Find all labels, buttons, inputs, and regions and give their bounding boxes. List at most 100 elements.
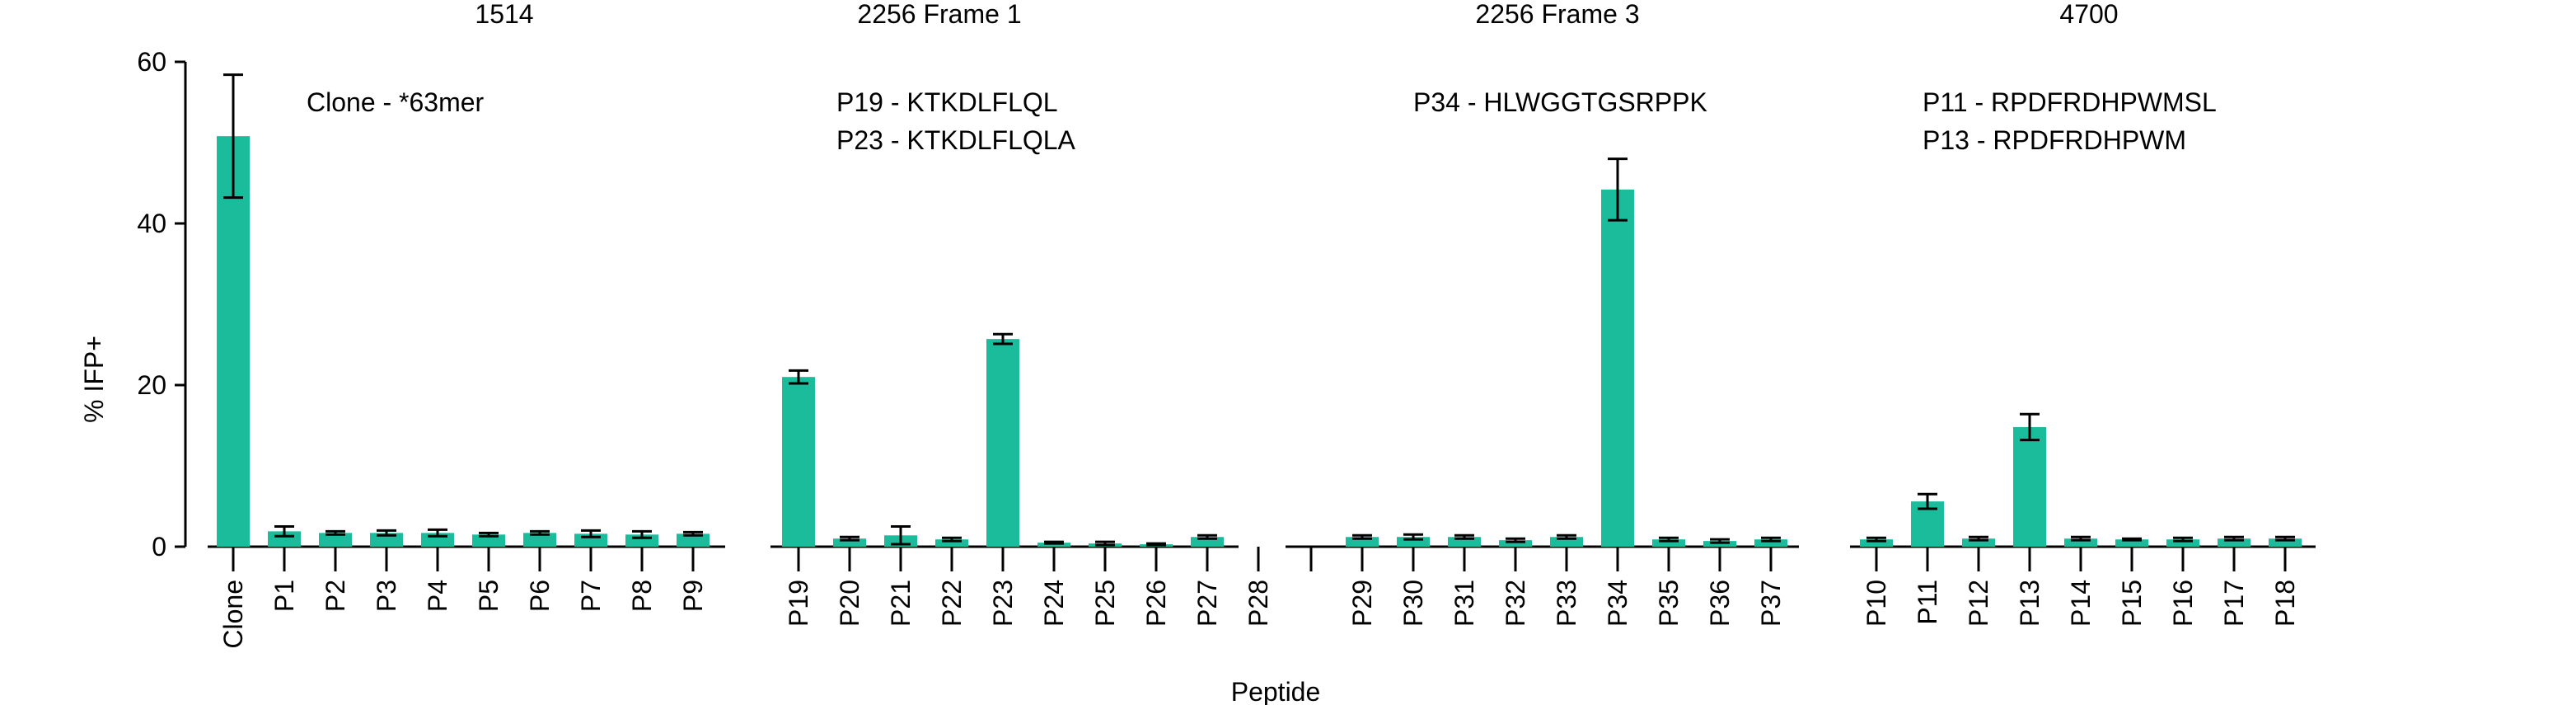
- x-tick-label: P8: [627, 580, 657, 612]
- bar-p31: [1448, 537, 1481, 547]
- bar-p18: [2269, 538, 2302, 547]
- x-tick-label: P34: [1603, 580, 1632, 627]
- error-bar: [2071, 535, 2091, 542]
- group-1: 1514 Clone - *63mer Clone P1 P2 P3 P4 P5 P6 P7 P8 P…: [208, 0, 725, 649]
- y-tick-label: 60: [137, 47, 166, 77]
- x-tick-label: P37: [1756, 580, 1786, 627]
- error-bar: [1557, 533, 1576, 540]
- error-bar: [1044, 540, 1064, 545]
- error-bar: [1146, 542, 1166, 547]
- bar-p32: [1499, 540, 1532, 547]
- group-title: 2256 Frame 3: [1475, 0, 1639, 29]
- error-bar: [428, 528, 447, 538]
- x-tick-label: P7: [576, 580, 606, 612]
- group-title: 4700: [2059, 0, 2118, 29]
- x-tick-label: P1: [269, 580, 299, 612]
- x-tick-label: P32: [1501, 580, 1530, 627]
- bar-p33: [1550, 537, 1583, 547]
- error-bar: [479, 531, 499, 538]
- error-bar: [377, 529, 396, 537]
- error-bar: [683, 530, 703, 537]
- error-bar: [2275, 535, 2295, 542]
- x-tick-label: P29: [1347, 580, 1377, 627]
- x-tick-label: P33: [1552, 580, 1581, 627]
- error-bar: [1710, 538, 1730, 544]
- group-4: 4700 P11 - RPDFRDHPWMSL P13 - RPDFRDHPWM P1…: [1850, 0, 2316, 627]
- x-tick-label: P36: [1705, 580, 1735, 627]
- error-bar: [326, 529, 345, 536]
- bar-p20: [833, 538, 866, 547]
- error-bar: [789, 369, 808, 385]
- bar-p37: [1754, 539, 1787, 547]
- bar-clone: [217, 136, 250, 547]
- bar-p6: [523, 533, 556, 547]
- error-bar: [274, 525, 294, 538]
- error-bar: [2224, 535, 2244, 542]
- peptide-annotation: P34 - HLWGGTGSRPPK: [1413, 87, 1707, 117]
- error-bar: [1197, 533, 1217, 540]
- error-bar: [1506, 537, 1525, 543]
- x-tick-label: P26: [1141, 580, 1171, 627]
- bar-p9: [677, 533, 710, 547]
- x-axis-title: Peptide: [1231, 677, 1321, 705]
- peptide-annotation: P13 - RPDFRDHPWM: [1923, 125, 2186, 155]
- x-tick-label: P15: [2117, 580, 2147, 627]
- peptide-annotation: Clone - *63mer: [307, 87, 485, 117]
- error-bar: [993, 332, 1013, 345]
- x-tick-label: P23: [988, 580, 1018, 627]
- x-tick-label: P10: [1862, 580, 1891, 627]
- bar-p27: [1191, 537, 1224, 547]
- x-tick-label: P28: [1244, 580, 1273, 627]
- bar-p2: [319, 533, 352, 547]
- peptide-annotation: P11 - RPDFRDHPWMSL: [1923, 87, 2217, 117]
- error-bar: [530, 529, 550, 536]
- bar-p34: [1601, 189, 1634, 547]
- x-tick-label: P2: [321, 580, 350, 612]
- x-tick-label: P20: [835, 580, 864, 627]
- x-tick-label: Clone: [218, 580, 248, 649]
- group-2: 2256 Frame 1 P19 - KTKDLFLQL P23 - KTKDLFL…: [770, 0, 1273, 627]
- x-tick-label: P11: [1913, 580, 1942, 625]
- x-tick-label: P21: [886, 580, 916, 627]
- bar-p10: [1860, 539, 1893, 547]
- x-tick-label: P6: [525, 580, 555, 612]
- x-tick-label: P12: [1964, 580, 1993, 627]
- error-bar: [2020, 412, 2040, 442]
- bar-p35: [1652, 539, 1685, 547]
- bar-p16: [2166, 539, 2199, 547]
- y-axis: 0 20 40 60: [137, 47, 187, 562]
- error-bar: [1352, 533, 1372, 540]
- x-tick-label: P24: [1039, 580, 1069, 627]
- x-tick-label: P9: [678, 580, 708, 612]
- error-bar: [581, 529, 601, 538]
- x-tick-label: P17: [2219, 580, 2249, 627]
- error-bar: [840, 535, 859, 542]
- group-title: 2256 Frame 1: [857, 0, 1021, 29]
- x-tick-label: P16: [2168, 580, 2198, 627]
- bar-p14: [2064, 538, 2097, 547]
- x-tick-label: P4: [423, 580, 452, 612]
- error-bar: [1761, 536, 1781, 543]
- bar-p22: [935, 539, 968, 547]
- error-bar: [1403, 533, 1423, 541]
- error-bar: [942, 536, 962, 543]
- x-tick-label: P30: [1398, 580, 1428, 627]
- x-tick-label: P27: [1192, 580, 1222, 627]
- group-3: 2256 Frame 3 P34 - HLWGGTGSRPPK P29 P30 P31 P…: [1286, 0, 1799, 627]
- error-bar: [1454, 533, 1474, 540]
- error-bar: [223, 73, 243, 200]
- peptide-annotation: P23 - KTKDLFLQLA: [836, 125, 1076, 155]
- error-bar: [632, 529, 652, 539]
- error-bar: [1866, 536, 1886, 543]
- bar-p19: [782, 377, 815, 547]
- bar-p12: [1962, 538, 1995, 547]
- y-axis-title: % IFP+: [79, 336, 109, 423]
- x-tick-label: P25: [1090, 580, 1120, 627]
- error-bar: [1969, 535, 1988, 542]
- x-tick-label: P18: [2270, 580, 2300, 627]
- error-bar: [891, 525, 911, 546]
- x-tick-label: P35: [1654, 580, 1684, 627]
- group-title: 1514: [475, 0, 533, 29]
- x-tick-label: P3: [372, 580, 401, 612]
- bar-p13: [2013, 426, 2046, 547]
